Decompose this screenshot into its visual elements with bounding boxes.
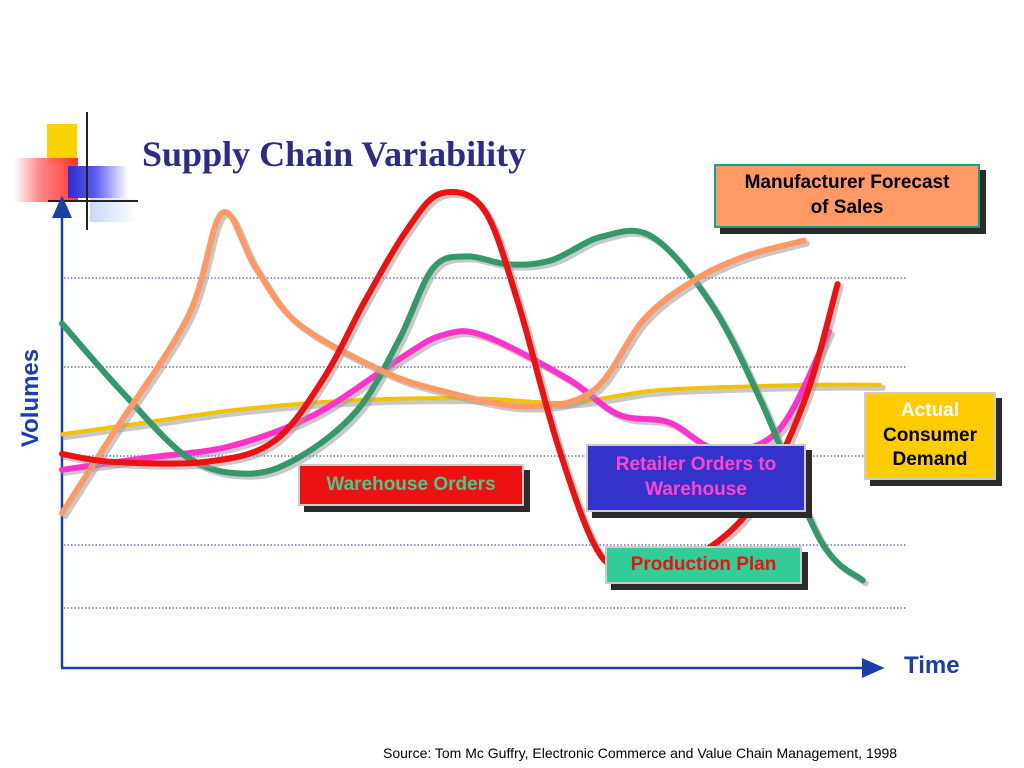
label-actual-consumer-demand: Actual Consumer Demand: [864, 392, 996, 480]
label-consumer-line3: Demand: [892, 449, 968, 471]
decor-yellow-square: [47, 124, 77, 164]
series-line-production-plan: [59, 188, 841, 571]
label-consumer-line1: Actual: [900, 399, 960, 421]
x-axis-label: Time: [904, 652, 960, 679]
label-warehouse-orders-text: Warehouse Orders: [326, 473, 496, 495]
label-production-plan-text: Production Plan: [630, 553, 777, 575]
series-shadow-warehouse-orders: [62, 230, 869, 587]
label-warehouse-orders: Warehouse Orders: [298, 464, 524, 506]
series-line-manufacturer-forecast-of-sales: [59, 209, 807, 517]
decor-vertical-line: [86, 112, 88, 230]
source-citation: Source: Tom Mc Guffry, Electronic Commer…: [383, 745, 898, 761]
decor-blue-square: [68, 166, 128, 198]
slide-title: Supply Chain Variability: [142, 134, 527, 174]
decor-lightblue-square: [90, 198, 138, 222]
label-retailer-orders: Retailer Orders to Warehouse: [586, 444, 806, 512]
label-retailer-orders-text: Retailer Orders to Warehouse: [615, 454, 777, 500]
y-axis-label: Volumes: [17, 348, 44, 448]
series-line-warehouse-orders: [59, 227, 866, 584]
label-consumer-line2: Consumer: [883, 424, 977, 446]
label-manufacturer-forecast: Manufacturer Forecast of Sales: [714, 164, 980, 228]
decor-horizontal-line: [48, 200, 138, 202]
label-manufacturer-forecast-text: Manufacturer Forecast of Sales: [744, 172, 950, 218]
decor-red-square: [14, 158, 78, 202]
series-shadow-production-plan: [62, 191, 844, 574]
series-lines: [59, 188, 886, 587]
label-production-plan: Production Plan: [605, 546, 802, 584]
axes: [52, 195, 885, 678]
